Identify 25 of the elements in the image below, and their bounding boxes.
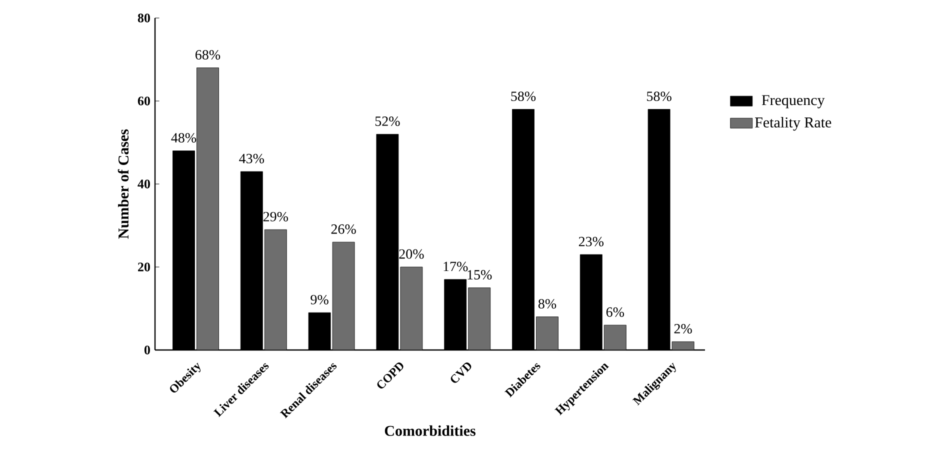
data-label: 17% [444,262,468,272]
y-tick-label: 0 [144,346,150,354]
data-label: 48% [171,133,196,143]
data-label: 23% [578,236,604,246]
y-tick-label: 80 [138,14,150,22]
y-tick-label: 40 [138,180,150,188]
data-label: 9% [310,294,328,304]
data-label: 2% [674,324,692,334]
data-label: 43% [239,154,264,164]
data-label: 26% [331,224,356,234]
data-label: 52% [375,116,400,126]
legend-label: Frequency [762,95,825,108]
data-label: 8% [538,299,556,309]
legend-label: Fetality Rate [755,116,832,131]
data-label: 58% [511,92,536,102]
y-axis-title: Number of Cases [118,129,129,239]
data-label: 20% [399,249,424,259]
data-label: 15% [468,270,492,280]
y-tick-label: 60 [138,96,150,106]
data-label: 29% [263,212,288,222]
x-axis-title: Comorbidities [384,425,476,436]
data-label: 58% [647,92,672,102]
data-label: 68% [196,50,220,60]
y-tick-label: 20 [138,262,150,272]
data-label: 6% [606,307,624,317]
